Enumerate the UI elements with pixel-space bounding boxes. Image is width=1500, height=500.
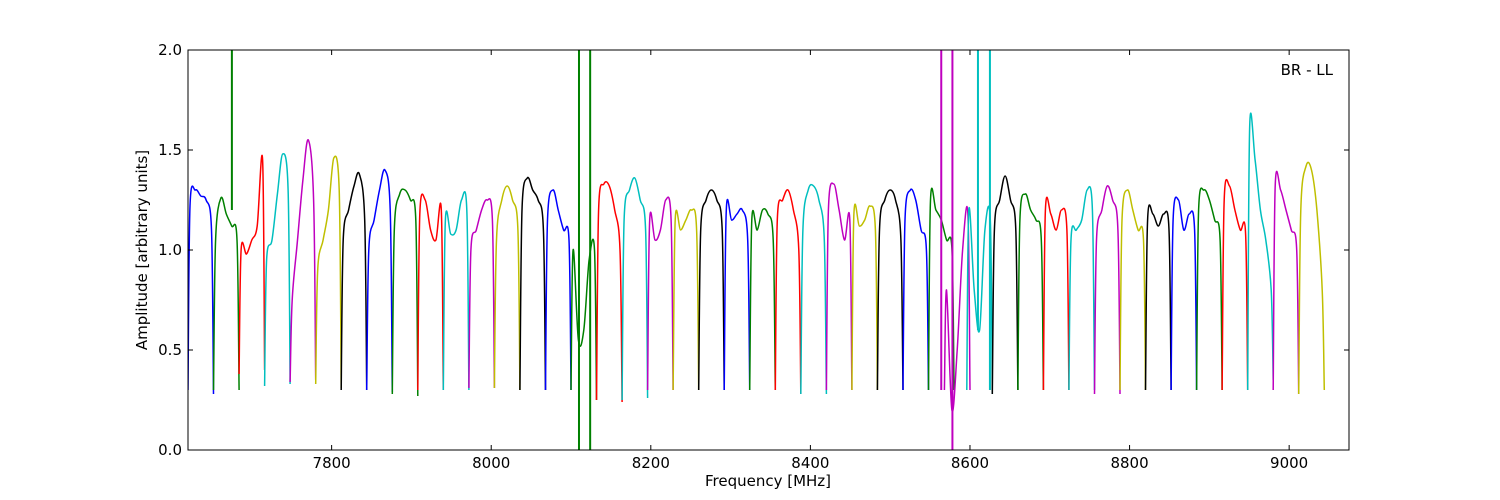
channel-line-20	[697, 189, 725, 391]
x-tick-label: 8400	[791, 454, 829, 472]
channel-line-27	[876, 189, 904, 391]
x-axis-label: Frequency [MHz]	[705, 472, 831, 490]
channel-line-4	[289, 139, 317, 383]
channel-line-41	[1221, 178, 1249, 391]
y-tick-label: 0.0	[158, 441, 182, 459]
channel-line-3	[263, 153, 291, 387]
channel-line-5	[314, 155, 342, 389]
x-tick-label: 7800	[313, 454, 351, 472]
y-tick-label: 1.5	[158, 141, 182, 159]
axis-ticks: 7800 8000 8200 8400 8600 8800 9000 0.0 0.5 1.0 1.5…	[158, 41, 1349, 472]
channel-line-32	[991, 175, 1019, 395]
y-tick-label: 0.5	[158, 341, 182, 359]
channel-line-0	[188, 185, 215, 395]
channel-line-39	[1170, 196, 1198, 391]
channel-line-17	[621, 176, 649, 401]
channel-line-6	[340, 171, 368, 391]
x-tick-label: 8800	[1110, 454, 1148, 472]
channel-line-33	[1017, 193, 1045, 391]
chart-annotation: BR - LL	[1281, 61, 1334, 79]
channel-line-19	[672, 208, 700, 391]
channel-line-15	[570, 238, 598, 401]
channel-line-1	[212, 196, 240, 391]
channel-line-16	[595, 181, 623, 403]
channel-line-35	[1068, 186, 1096, 391]
axes-frame	[187, 49, 1350, 451]
channel-line-13	[519, 176, 547, 391]
channel-line-22	[748, 208, 777, 391]
channel-line-42	[1246, 112, 1274, 391]
channel-line-7	[365, 168, 394, 393]
channel-line-34	[1042, 196, 1070, 391]
channel-line-14	[544, 189, 572, 391]
x-tick-label: 8600	[951, 454, 989, 472]
channel-line-24	[800, 183, 828, 395]
channel-line-31	[966, 205, 994, 395]
channel-line-10	[442, 191, 470, 391]
y-tick-label: 2.0	[158, 41, 182, 59]
channel-line-18	[646, 196, 674, 391]
channel-line-43	[1272, 170, 1300, 395]
x-tick-label: 8000	[472, 454, 510, 472]
channel-line-37	[1119, 189, 1147, 391]
x-tick-label: 8200	[632, 454, 670, 472]
plot-area	[188, 50, 1326, 450]
channel-line-25	[825, 182, 853, 391]
x-tick-label: 9000	[1270, 454, 1308, 472]
y-tick-label: 1.0	[158, 241, 182, 259]
channel-line-8	[391, 188, 419, 397]
channel-line-9	[417, 193, 445, 391]
channel-line-12	[493, 185, 521, 391]
channel-line-23	[774, 188, 802, 395]
y-axis-label: Amplitude [arbitrary units]	[133, 150, 151, 350]
channel-line-38	[1144, 204, 1172, 391]
channel-line-11	[468, 198, 496, 389]
channel-line-44	[1297, 161, 1326, 395]
channel-line-40	[1195, 187, 1223, 391]
channel-line-2	[238, 155, 266, 375]
channel-line-28	[902, 188, 930, 391]
channel-line-26	[851, 203, 879, 391]
channel-line-36	[1093, 185, 1121, 395]
channel-line-21	[723, 199, 751, 391]
